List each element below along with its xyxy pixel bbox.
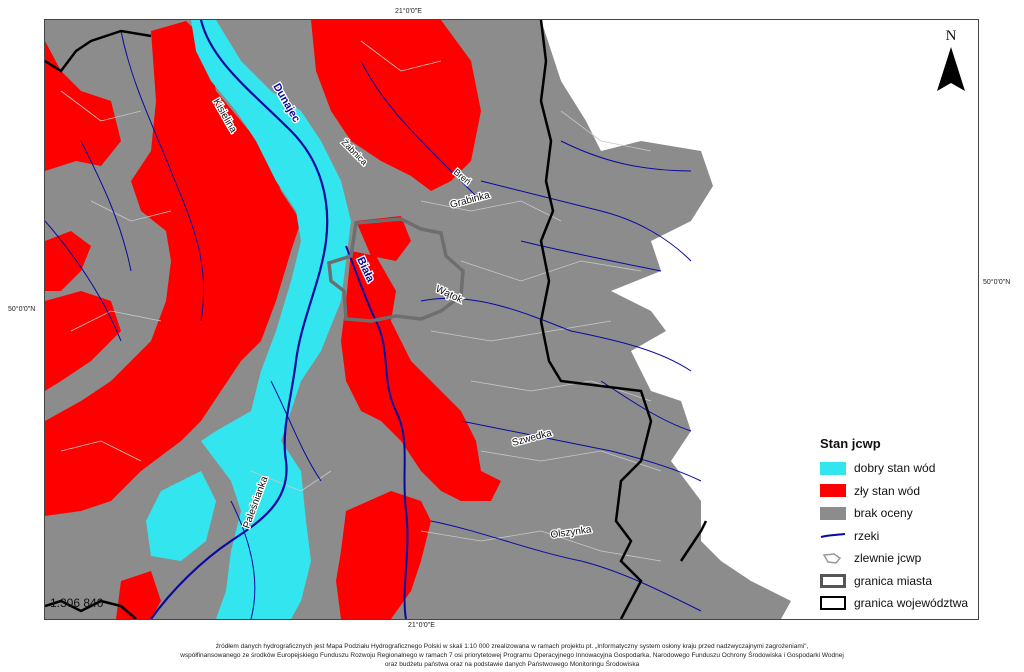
legend-item-catchments: zlewnie jcwp [812,547,974,570]
region-bad-north [311,20,481,191]
legend-item-none: brak oceny [812,502,974,525]
region-bad-west-big [45,21,301,516]
legend-swatch-voivodeship [820,596,846,611]
legend-label-catchments: zlewnie jcwp [854,551,922,566]
legend-swatch-catchments [822,552,842,564]
region-bad-north-2 [356,216,411,261]
region-bad-west-2 [45,231,91,291]
city-boundary [327,217,465,323]
coord-left-label: 50°0'0"N [8,306,36,313]
footer-line-3: oraz budżetu państwa oraz na podstawie d… [384,661,640,668]
north-arrow: N [934,28,968,96]
legend: Stan jcwp dobry stan wód zły stan wód br… [812,436,974,615]
legend-swatch-city [820,573,846,588]
legend-label-voivodeship: granica województwa [854,596,969,611]
region-bad-west [45,41,121,171]
scale-label: 1:306 840 [50,596,104,610]
legend-label-good: dobry stan wód [854,461,936,476]
footer-line-1: źródłem danych hydrograficznych jest Map… [215,643,809,650]
legend-swatch-rivers [820,533,846,539]
legend-item-good: dobry stan wód [812,457,974,480]
voivodeship-boundary [45,20,708,619]
coord-top-label: 21°0'0"E [395,8,422,15]
map-frame[interactable]: Dunajec Kisielina Żabnica Breń Grabinka … [44,19,979,620]
legend-swatch-good [820,461,846,475]
coord-right-label: 50°0'0"N [983,279,1011,286]
region-bad-biala [341,251,501,501]
river-biala [345,245,409,619]
legend-swatch-bad [820,484,846,498]
legend-title: Stan jcwp [820,436,881,451]
north-arrow-icon [937,47,965,91]
region-bad-west-3 [45,291,121,391]
legend-item-bad: zły stan wód [812,480,974,503]
legend-swatch-none [820,506,846,520]
region-good-southwest [146,471,216,561]
region-bad-southwest [116,571,161,619]
legend-label-bad: zły stan wód [854,483,921,498]
river-lines [45,20,702,619]
footer-line-2: współfinansowanego ze środków Europejski… [180,652,844,659]
legend-label-rivers: rzeki [854,528,880,543]
legend-item-voivodeship: granica województwa [812,592,974,615]
river-dunajec [150,20,329,619]
north-label: N [945,28,957,44]
catchment-lines [60,40,662,562]
legend-item-rivers: rzeki [812,525,974,548]
legend-item-city: granica miasta [812,570,974,593]
map-canvas: Dunajec Kisielina Żabnica Breń Grabinka … [45,20,791,619]
coord-bottom-label: 21°0'0"E [408,622,435,629]
legend-label-none: brak oceny [854,506,913,521]
legend-label-city: granica miasta [854,573,933,588]
region-good-dunajec [191,20,351,619]
